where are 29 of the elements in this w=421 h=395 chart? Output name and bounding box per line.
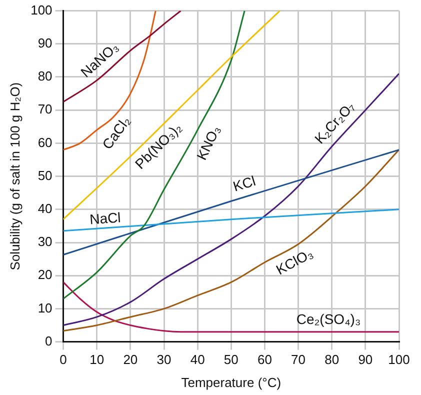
text: KCl [231,172,258,194]
series-label: Ce₂(SO₄)₃ [296,311,361,328]
y-tick-label: 10 [38,300,52,316]
line-series [63,10,182,103]
y-tick-label: 0 [45,333,52,348]
y-tick-label: 30 [38,234,52,250]
x-tick-label: 30 [156,352,172,368]
y-tick-label: 70 [38,102,52,117]
y-tick-label: 80 [38,68,52,84]
x-tick-label: 50 [224,352,238,368]
text: KClO₃ [273,244,316,278]
x-axis-title: Temperature (°C) [181,374,282,390]
y-tick-label: 50 [38,168,52,183]
x-tick-label: 60 [257,352,272,368]
x-tick-label: 10 [90,352,104,368]
x-tick-label: 40 [190,352,205,368]
x-tick-label: 0 [60,352,67,368]
x-tick-label: 20 [123,352,138,368]
y-tick-label: 90 [38,35,52,50]
x-tick-label: 70 [291,352,306,368]
y-tick-label: 20 [38,267,52,282]
y-axis-title: Solubility (g of salt in 100 g H₂O) [7,82,22,270]
x-tick-label: 80 [324,352,340,368]
x-tick-label: 100 [388,352,410,368]
x-tick-label: 90 [358,352,373,368]
series-label: NaCl [89,209,122,228]
y-tick-label: 100 [30,2,52,18]
y-tick-label: 60 [38,134,52,150]
y-tick-label: 40 [38,200,52,216]
